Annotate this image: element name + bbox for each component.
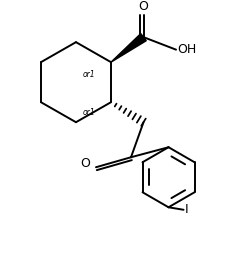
- Text: O: O: [80, 157, 90, 170]
- Text: OH: OH: [177, 43, 197, 56]
- Text: or1: or1: [82, 108, 95, 117]
- Text: I: I: [185, 203, 188, 216]
- Text: or1: or1: [82, 70, 95, 79]
- Polygon shape: [111, 34, 146, 62]
- Text: O: O: [139, 0, 148, 13]
